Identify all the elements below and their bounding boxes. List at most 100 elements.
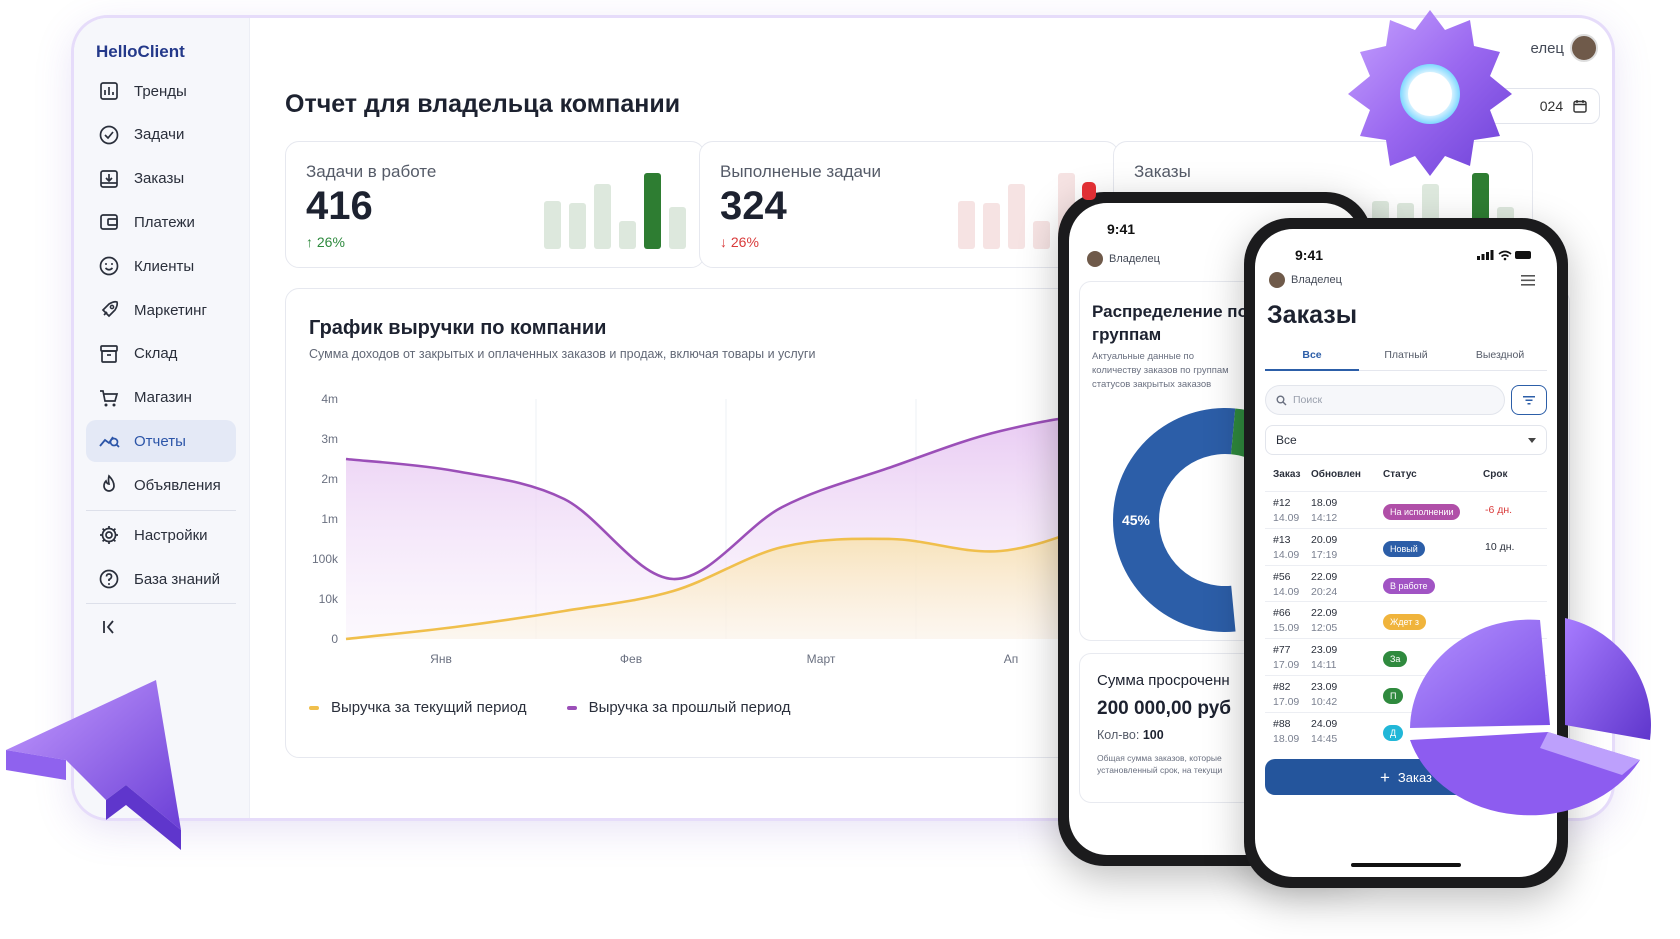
- order-updated-cell: 18.09 14:12: [1311, 496, 1337, 526]
- sidebar-item-orders[interactable]: Заказы: [86, 158, 236, 200]
- kpi-bar: [1008, 184, 1025, 249]
- overdue-count: Кол-во: 100: [1097, 728, 1164, 742]
- kpi-delta-value: 26%: [730, 234, 759, 250]
- phone1-owner-label: Владелец: [1109, 253, 1160, 265]
- legend-previous[interactable]: Выручка за прошлый период: [566, 699, 791, 716]
- sidebar-item-reports[interactable]: Отчеты: [86, 420, 236, 463]
- sidebar-item-marketing[interactable]: Маркетинг: [86, 289, 236, 331]
- sidebar-item-knowledge-base[interactable]: База знаний: [86, 558, 236, 600]
- y-tick-label: 4m: [321, 392, 338, 406]
- phone2-owner[interactable]: Владелец: [1269, 272, 1342, 288]
- phone1-owner[interactable]: Владелец: [1087, 251, 1160, 267]
- order-id: #13: [1273, 533, 1291, 546]
- collapse-sidebar-button[interactable]: [86, 606, 236, 648]
- kpi-bar: [569, 203, 586, 249]
- column-header[interactable]: Заказ: [1273, 469, 1301, 480]
- order-updated-time: 10:42: [1311, 696, 1338, 708]
- column-header[interactable]: Срок: [1483, 469, 1508, 480]
- chevron-down-icon: [1528, 437, 1536, 443]
- overdue-amount: 200 000,00 руб: [1097, 698, 1232, 719]
- sidebar-item-announcements[interactable]: Объявления: [86, 464, 236, 506]
- order-id-cell: #66 15.09: [1273, 606, 1299, 636]
- add-order-button[interactable]: + Заказ: [1265, 759, 1547, 795]
- phone-orders-screen: 9:41 Владелец Заказы Все Платный Выездной …: [1255, 229, 1557, 877]
- table-row[interactable]: #88 18.09 24.09 14:45 Д: [1265, 711, 1547, 748]
- sidebar-item-payments[interactable]: Платежи: [86, 201, 236, 243]
- legend-current-swatch: [309, 706, 319, 711]
- sidebar-item-label: Тренды: [134, 82, 187, 100]
- tab-all[interactable]: Все: [1265, 343, 1359, 371]
- status-cell: На исполнении: [1383, 502, 1461, 520]
- status-cell: Новый: [1383, 539, 1425, 557]
- order-updated-time: 12:05: [1311, 622, 1338, 635]
- filter-button[interactable]: [1511, 385, 1547, 415]
- sidebar-item-warehouse[interactable]: Склад: [86, 333, 236, 375]
- table-row[interactable]: #77 17.09 23.09 14:11 За: [1265, 638, 1547, 674]
- status-icons: [1477, 250, 1531, 261]
- status-badge: В работе: [1383, 577, 1435, 594]
- order-updated-time: 14:45: [1311, 732, 1338, 745]
- owner-name[interactable]: елец: [1530, 40, 1564, 57]
- help-icon: [98, 568, 120, 590]
- status-cell: Ждет з: [1383, 612, 1427, 631]
- sidebar-item-label: Склад: [134, 345, 178, 363]
- arrow-down-icon: ↓: [720, 234, 727, 250]
- tab-paid[interactable]: Платный: [1384, 349, 1428, 361]
- status-time: 9:41: [1107, 221, 1136, 237]
- sidebar-item-label: Клиенты: [134, 257, 195, 275]
- search-placeholder: Поиск: [1293, 394, 1323, 406]
- search-input[interactable]: Поиск: [1265, 385, 1505, 415]
- column-header[interactable]: Статус: [1383, 469, 1417, 480]
- table-row[interactable]: #13 14.09 20.09 17:19 Новый 10 дн.: [1265, 527, 1547, 564]
- calendar-icon: [1573, 100, 1587, 113]
- sidebar-item-shop[interactable]: Магазин: [86, 377, 236, 419]
- fire-icon: [98, 474, 120, 496]
- tab-onsite[interactable]: Выездной: [1475, 349, 1525, 361]
- table-row[interactable]: #12 14.09 18.09 14:12 На исполнении -6 дн.: [1265, 491, 1547, 527]
- chart-subtitle: Сумма доходов от закрытых и оплаченных з…: [309, 347, 816, 361]
- menu-icon[interactable]: [1521, 275, 1535, 286]
- download-box-icon: [98, 168, 120, 190]
- kpi-bar: [958, 201, 975, 249]
- kpi-delta-value: 26%: [316, 234, 345, 250]
- y-tick-label: 1m: [321, 512, 338, 526]
- sidebar-item-label: База знаний: [134, 570, 220, 588]
- sidebar-divider: [86, 603, 236, 604]
- kpi-card[interactable]: Задачи в работе 416 ↑ 26%: [285, 141, 705, 268]
- kpi-bar: [644, 173, 661, 249]
- sidebar-item-settings[interactable]: Настройки: [86, 514, 236, 556]
- status-badge: Новый: [1383, 540, 1425, 557]
- archive-icon: [98, 343, 120, 365]
- order-updated-cell: 24.09 14:45: [1311, 717, 1337, 747]
- status-select[interactable]: Все: [1265, 425, 1547, 455]
- order-updated-cell: 22.09 12:05: [1311, 606, 1337, 636]
- order-due: -6 дн.: [1485, 504, 1513, 516]
- app-logo[interactable]: HelloClient: [96, 42, 185, 61]
- collapse-icon: [98, 616, 120, 638]
- date-range-picker[interactable]: 1.2024 024: [1390, 88, 1600, 124]
- phone2-owner-label: Владелец: [1291, 274, 1342, 286]
- order-id: #88: [1273, 717, 1291, 730]
- order-id-cell: #82 17.09: [1273, 680, 1299, 710]
- order-updated-date: 22.09: [1311, 570, 1338, 583]
- sidebar-item-clients[interactable]: Клиенты: [86, 245, 236, 287]
- arrow-up-icon: ↑: [306, 234, 313, 250]
- column-header[interactable]: Обновлен: [1311, 469, 1361, 480]
- sidebar-item-tasks[interactable]: Задачи: [86, 114, 236, 156]
- table-row[interactable]: #66 15.09 22.09 12:05 Ждет з: [1265, 601, 1547, 637]
- donut-slice[interactable]: [1113, 408, 1236, 632]
- table-row[interactable]: #56 14.09 22.09 20:24 В работе: [1265, 564, 1547, 601]
- kpi-card[interactable]: Выполненые задачи 324 ↓ 26%: [699, 141, 1119, 268]
- search-icon: [1276, 395, 1287, 405]
- avatar[interactable]: [1570, 34, 1598, 62]
- sidebar-item-label: Маркетинг: [134, 301, 207, 319]
- chart-icon: [98, 80, 120, 102]
- sidebar-item-trends[interactable]: Тренды: [86, 70, 236, 112]
- legend-current[interactable]: Выручка за текущий период: [309, 699, 527, 716]
- report-icon: [98, 430, 120, 452]
- table-row[interactable]: #82 17.09 23.09 10:42 П: [1265, 675, 1547, 711]
- sidebar-item-label: Заказы: [134, 170, 185, 188]
- kpi-bar: [544, 201, 561, 249]
- kpi-bar: [594, 184, 611, 249]
